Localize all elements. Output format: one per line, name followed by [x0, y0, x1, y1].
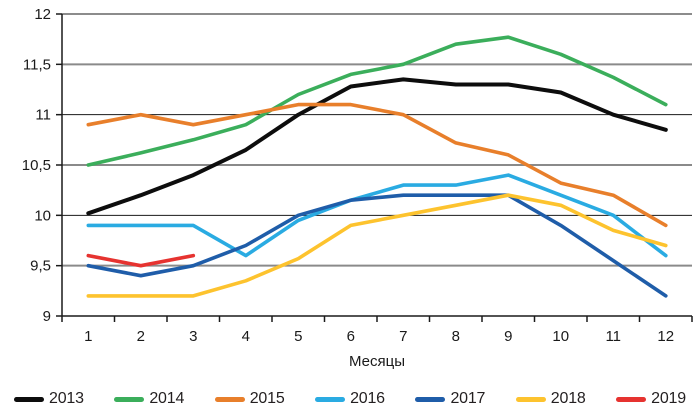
chart-legend: 2013 2014 2015 2016 2017 2018 2019	[0, 383, 700, 415]
legend-swatch-2013	[14, 396, 44, 402]
legend-label-2019: 2019	[651, 390, 686, 407]
legend-label-2013: 2013	[49, 390, 84, 407]
x-tick-label: 9	[504, 328, 512, 345]
series-line-2015	[86, 102, 668, 228]
y-tick-label: 9	[43, 308, 51, 325]
y-tick-label: 9,5	[30, 258, 51, 275]
legend-label-2016: 2016	[350, 390, 385, 407]
x-tick-label: 8	[452, 328, 460, 345]
y-tick-label: 11,5	[23, 56, 51, 73]
x-tick-label: 10	[552, 328, 569, 345]
series-line-2016	[86, 173, 668, 258]
legend-swatch-2015	[214, 396, 245, 402]
x-tick-label: 4	[242, 328, 250, 345]
legend-item-2018: 2018	[515, 390, 586, 408]
y-tick-label: 10,5	[22, 157, 51, 174]
legend-item-2019: 2019	[616, 390, 686, 408]
x-axis-title: Месяцы	[349, 353, 405, 370]
series-line-2014	[86, 35, 668, 167]
x-tick-label: 2	[137, 328, 145, 345]
series-line-2017	[86, 193, 668, 298]
x-tick-label: 5	[294, 328, 302, 345]
legend-item-2017: 2017	[415, 390, 485, 408]
legend-label-2014: 2014	[149, 390, 185, 407]
x-tick-label: 11	[605, 328, 621, 345]
x-tick-label: 1	[84, 328, 92, 345]
legend-swatch-2014	[114, 396, 145, 402]
series-line-2013	[86, 77, 668, 216]
legend-item-2014: 2014	[114, 390, 184, 408]
series-line-2019	[86, 253, 196, 268]
legend-swatch-2019	[616, 396, 647, 402]
legend-label-2018: 2018	[550, 390, 586, 407]
legend-label-2015: 2015	[249, 390, 285, 407]
legend-item-2013: 2013	[14, 390, 84, 408]
legend-label-2017: 2017	[450, 390, 486, 407]
legend-item-2015: 2015	[214, 390, 285, 408]
y-tick-label: 11	[35, 107, 51, 124]
legend-swatch-2016	[315, 396, 346, 402]
legend-swatch-2017	[415, 396, 446, 402]
series-line-2018	[86, 193, 668, 298]
legend-item-2016: 2016	[315, 390, 385, 408]
x-tick-label: 3	[189, 328, 197, 345]
x-tick-label: 12	[657, 328, 674, 345]
legend-swatch-2018	[515, 396, 546, 402]
x-tick-label: 7	[399, 328, 407, 345]
x-tick-label: 6	[347, 328, 355, 345]
y-tick-label: 10	[34, 207, 51, 224]
y-tick-label: 12	[34, 6, 51, 23]
